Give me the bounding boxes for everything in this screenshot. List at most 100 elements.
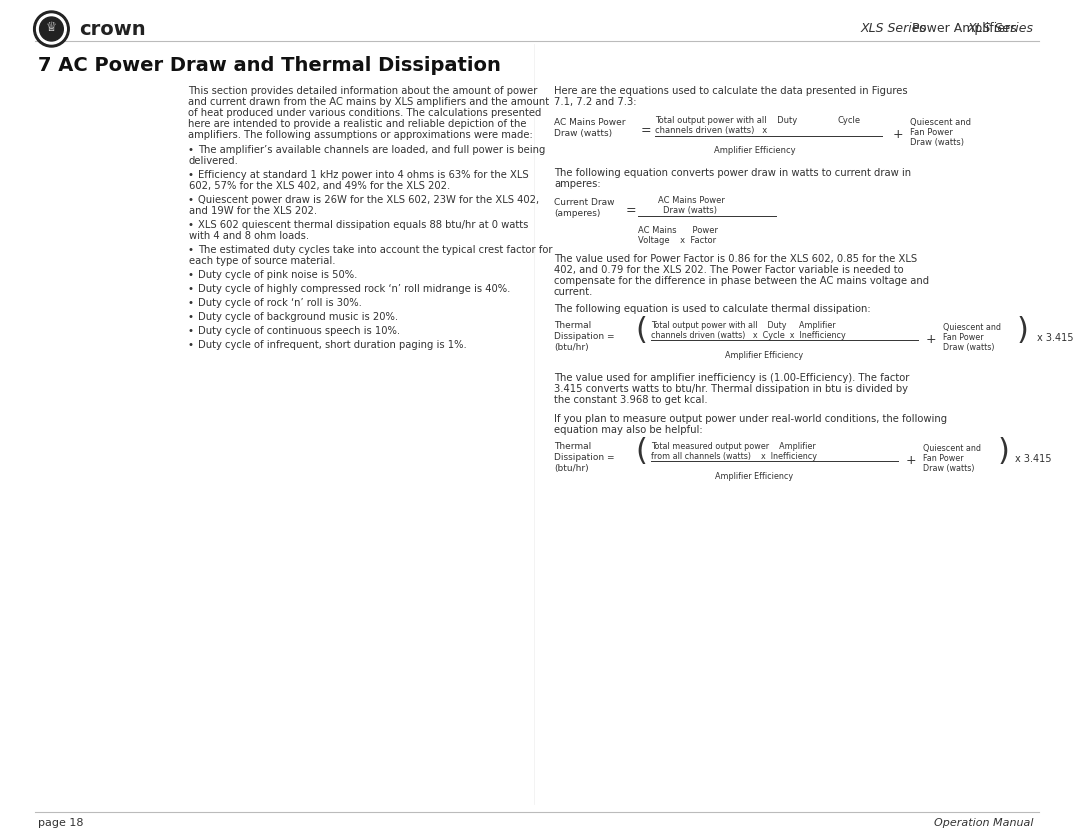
Text: Draw (watts): Draw (watts): [943, 343, 995, 352]
Text: •: •: [188, 270, 194, 280]
Text: with 4 and 8 ohm loads.: with 4 and 8 ohm loads.: [189, 231, 309, 241]
Text: •: •: [188, 170, 194, 180]
Text: delivered.: delivered.: [189, 156, 239, 166]
Text: Amplifier Efficiency: Amplifier Efficiency: [725, 351, 804, 360]
Text: •: •: [188, 312, 194, 322]
Text: AC Mains Power: AC Mains Power: [658, 196, 725, 205]
Text: AC Mains      Power: AC Mains Power: [638, 226, 718, 235]
Text: Dissipation =: Dissipation =: [554, 453, 615, 462]
Text: Total output power with all    Duty: Total output power with all Duty: [654, 116, 797, 125]
Text: Fan Power: Fan Power: [923, 454, 963, 463]
Text: 3.415 converts watts to btu/hr. Thermal dissipation in btu is divided by: 3.415 converts watts to btu/hr. Thermal …: [554, 384, 908, 394]
Text: Duty cycle of rock ‘n’ roll is 30%.: Duty cycle of rock ‘n’ roll is 30%.: [198, 298, 362, 308]
Text: from all channels (watts)    x  Inefficiency: from all channels (watts) x Inefficiency: [651, 452, 816, 461]
Text: each type of source material.: each type of source material.: [189, 256, 336, 266]
Text: If you plan to measure output power under real-world conditions, the following: If you plan to measure output power unde…: [554, 414, 947, 424]
Text: Draw (watts): Draw (watts): [910, 138, 964, 147]
Text: The following equation converts power draw in watts to current draw in: The following equation converts power dr…: [554, 168, 912, 178]
Text: =: =: [625, 204, 636, 217]
Text: •: •: [188, 298, 194, 308]
Text: of heat produced under various conditions. The calculations presented: of heat produced under various condition…: [188, 108, 541, 118]
Text: This section provides detailed information about the amount of power: This section provides detailed informati…: [188, 86, 538, 96]
Circle shape: [40, 17, 64, 41]
Text: and 19W for the XLS 202.: and 19W for the XLS 202.: [189, 206, 318, 216]
Text: (btu/hr): (btu/hr): [554, 343, 589, 352]
Text: Quiescent power draw is 26W for the XLS 602, 23W for the XLS 402,: Quiescent power draw is 26W for the XLS …: [198, 195, 539, 205]
Text: ): ): [997, 437, 1009, 466]
Text: Power Amplifiers: Power Amplifiers: [908, 22, 1016, 35]
Text: x 3.415: x 3.415: [1037, 333, 1074, 343]
Text: Quiescent and: Quiescent and: [923, 444, 981, 453]
Text: +: +: [892, 128, 903, 141]
Text: the constant 3.968 to get kcal.: the constant 3.968 to get kcal.: [554, 395, 707, 405]
Text: Quiescent and: Quiescent and: [943, 323, 1001, 332]
Text: x 3.415: x 3.415: [1015, 454, 1052, 464]
Text: ): ): [1017, 316, 1029, 345]
Text: AC Mains Power: AC Mains Power: [554, 118, 625, 127]
Text: XLS 602 quiescent thermal dissipation equals 88 btu/hr at 0 watts: XLS 602 quiescent thermal dissipation eq…: [198, 220, 528, 230]
Text: Draw (watts): Draw (watts): [554, 129, 612, 138]
Text: Here are the equations used to calculate the data presented in Figures: Here are the equations used to calculate…: [554, 86, 907, 96]
Text: Amplifier Efficiency: Amplifier Efficiency: [714, 146, 796, 155]
Text: Total output power with all    Duty     Amplifier: Total output power with all Duty Amplifi…: [651, 321, 836, 330]
Text: •: •: [188, 220, 194, 230]
Text: compensate for the difference in phase between the AC mains voltage and: compensate for the difference in phase b…: [554, 276, 929, 286]
Text: Operation Manual: Operation Manual: [934, 818, 1034, 828]
Text: Duty cycle of infrequent, short duration paging is 1%.: Duty cycle of infrequent, short duration…: [198, 340, 467, 350]
Text: (: (: [635, 437, 647, 466]
Text: XLS Series: XLS Series: [861, 22, 927, 35]
Text: Cycle: Cycle: [838, 116, 861, 125]
Text: The estimated duty cycles take into account the typical crest factor for: The estimated duty cycles take into acco…: [198, 245, 552, 255]
Text: Duty cycle of highly compressed rock ‘n’ roll midrange is 40%.: Duty cycle of highly compressed rock ‘n’…: [198, 284, 510, 294]
Text: and current drawn from the AC mains by XLS amplifiers and the amount: and current drawn from the AC mains by X…: [188, 97, 549, 107]
Text: Voltage    x  Factor: Voltage x Factor: [638, 236, 716, 245]
Text: Efficiency at standard 1 kHz power into 4 ohms is 63% for the XLS: Efficiency at standard 1 kHz power into …: [198, 170, 528, 180]
Text: 7.1, 7.2 and 7.3:: 7.1, 7.2 and 7.3:: [554, 97, 636, 107]
Text: •: •: [188, 195, 194, 205]
Text: 602, 57% for the XLS 402, and 49% for the XLS 202.: 602, 57% for the XLS 402, and 49% for th…: [189, 181, 450, 191]
Circle shape: [37, 14, 66, 44]
Text: (amperes): (amperes): [554, 209, 600, 218]
Text: •: •: [188, 284, 194, 294]
Text: XLS Series: XLS Series: [968, 22, 1034, 35]
Text: Fan Power: Fan Power: [910, 128, 953, 137]
Text: ♕: ♕: [45, 21, 57, 33]
Text: amplifiers. The following assumptions or approximations were made:: amplifiers. The following assumptions or…: [188, 130, 532, 140]
Text: equation may also be helpful:: equation may also be helpful:: [554, 425, 703, 435]
Text: Duty cycle of pink noise is 50%.: Duty cycle of pink noise is 50%.: [198, 270, 357, 280]
Text: Current Draw: Current Draw: [554, 198, 615, 207]
Text: Dissipation =: Dissipation =: [554, 332, 615, 341]
Text: amperes:: amperes:: [554, 179, 600, 189]
Text: channels driven (watts)   x: channels driven (watts) x: [654, 126, 767, 135]
Text: here are intended to provide a realistic and reliable depiction of the: here are intended to provide a realistic…: [188, 119, 526, 129]
Text: Total measured output power    Amplifier: Total measured output power Amplifier: [651, 442, 815, 451]
Text: The value used for amplifier inefficiency is (1.00-Efficiency). The factor: The value used for amplifier inefficienc…: [554, 373, 909, 383]
Text: •: •: [188, 145, 194, 155]
Text: current.: current.: [554, 287, 593, 297]
Text: page 18: page 18: [38, 818, 83, 828]
Text: =: =: [642, 124, 651, 137]
Text: Duty cycle of continuous speech is 10%.: Duty cycle of continuous speech is 10%.: [198, 326, 400, 336]
Text: Thermal: Thermal: [554, 321, 591, 330]
Text: (btu/hr): (btu/hr): [554, 464, 589, 473]
Text: The following equation is used to calculate thermal dissipation:: The following equation is used to calcul…: [554, 304, 870, 314]
Text: 402, and 0.79 for the XLS 202. The Power Factor variable is needed to: 402, and 0.79 for the XLS 202. The Power…: [554, 265, 904, 275]
Text: Draw (watts): Draw (watts): [663, 206, 717, 215]
Text: 7 AC Power Draw and Thermal Dissipation: 7 AC Power Draw and Thermal Dissipation: [38, 56, 500, 75]
Text: channels driven (watts)   x  Cycle  x  Inefficiency: channels driven (watts) x Cycle x Ineffi…: [651, 331, 846, 340]
Circle shape: [33, 11, 69, 47]
Text: +: +: [926, 333, 936, 346]
Text: Draw (watts): Draw (watts): [923, 464, 974, 473]
Text: The amplifier’s available channels are loaded, and full power is being: The amplifier’s available channels are l…: [198, 145, 545, 155]
Text: Amplifier Efficiency: Amplifier Efficiency: [715, 472, 794, 481]
Text: •: •: [188, 340, 194, 350]
Text: +: +: [906, 454, 917, 467]
Text: (: (: [635, 316, 647, 345]
Text: •: •: [188, 326, 194, 336]
Text: Quiescent and: Quiescent and: [910, 118, 971, 127]
Text: Fan Power: Fan Power: [943, 333, 983, 342]
Text: crown: crown: [79, 19, 146, 38]
Text: The value used for Power Factor is 0.86 for the XLS 602, 0.85 for the XLS: The value used for Power Factor is 0.86 …: [554, 254, 917, 264]
Text: Thermal: Thermal: [554, 442, 591, 451]
Text: Duty cycle of background music is 20%.: Duty cycle of background music is 20%.: [198, 312, 397, 322]
